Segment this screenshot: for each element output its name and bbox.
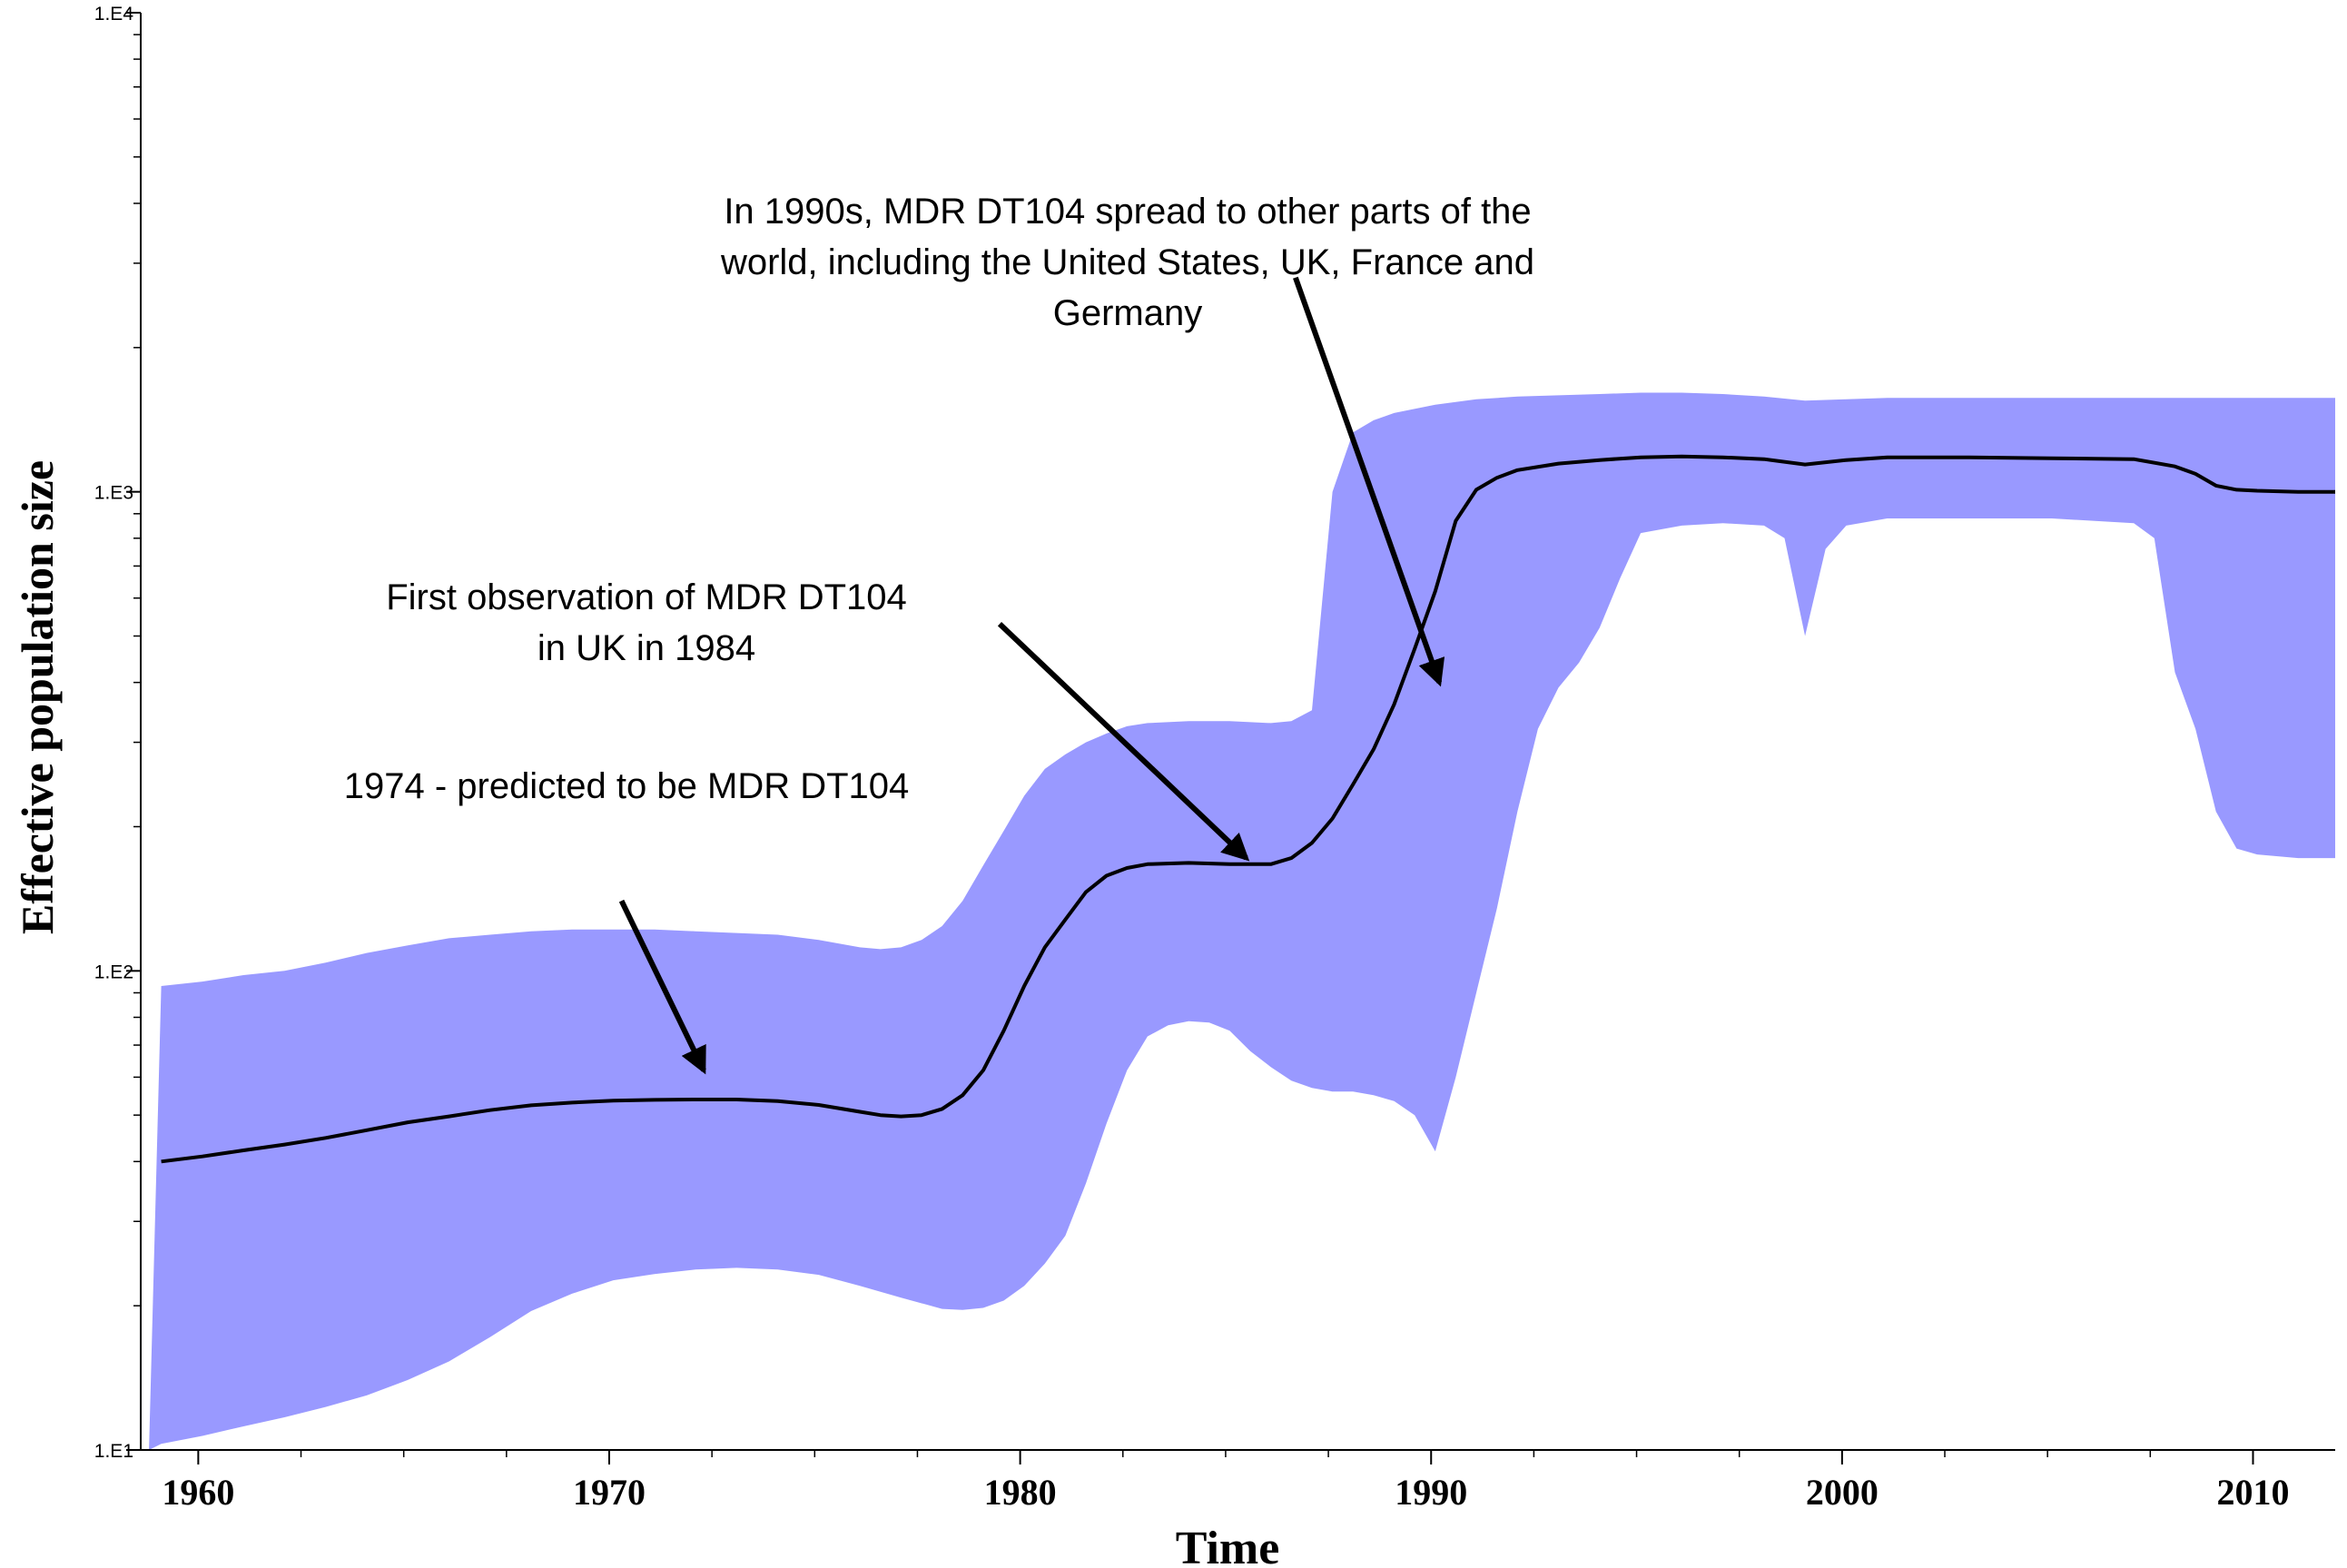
annotations: In 1990s, MDR DT104 spread to other part… <box>344 192 1534 1075</box>
y-tick-label: 1.E2 <box>94 962 133 982</box>
median-line-layer <box>161 454 2335 1164</box>
annotation-text: In 1990s, MDR DT104 spread to other part… <box>724 192 1531 232</box>
y-tick-label: 1.E4 <box>94 4 134 25</box>
annotation-text: First observation of MDR DT104 <box>386 577 907 617</box>
x-tick-label: 1990 <box>1395 1472 1467 1513</box>
annotation-text: 1974 - predicted to be MDR DT104 <box>344 766 910 806</box>
annotation: In 1990s, MDR DT104 spread to other part… <box>720 192 1534 687</box>
annotation-arrow <box>618 899 706 1075</box>
y-tick-label: 1.E1 <box>94 1441 133 1462</box>
axes: 1.E1 1.E2 1.E3 1.E4 1960 1970 1980 1990 2000 2010 <box>94 4 2335 1513</box>
ci-band-layer <box>149 392 2335 1450</box>
annotation: 1974 - predicted to be MDR DT104 <box>344 766 910 1075</box>
x-axis-title: Time <box>1176 1523 1280 1568</box>
y-axis-title: Effective population size <box>12 460 63 934</box>
x-tick-label: 1960 <box>162 1472 234 1513</box>
x-tick-label: 1970 <box>573 1472 646 1513</box>
annotation-text: world, including the United States, UK, … <box>720 242 1534 282</box>
y-tick-label: 1.E3 <box>94 483 133 504</box>
annotation: First observation of MDR DT104 in UK in 1… <box>386 577 1250 862</box>
median-line <box>161 454 2335 1164</box>
x-tick-label: 2010 <box>2216 1472 2289 1513</box>
annotation-arrow <box>997 621 1250 862</box>
annotation-text: Germany <box>1053 293 1203 333</box>
x-tick-label: 1980 <box>984 1472 1057 1513</box>
x-tick-label: 2000 <box>1806 1472 1879 1513</box>
annotation-arrow <box>1293 276 1445 687</box>
ci-band <box>149 392 2335 1450</box>
annotation-text: in UK in 1984 <box>537 628 755 668</box>
